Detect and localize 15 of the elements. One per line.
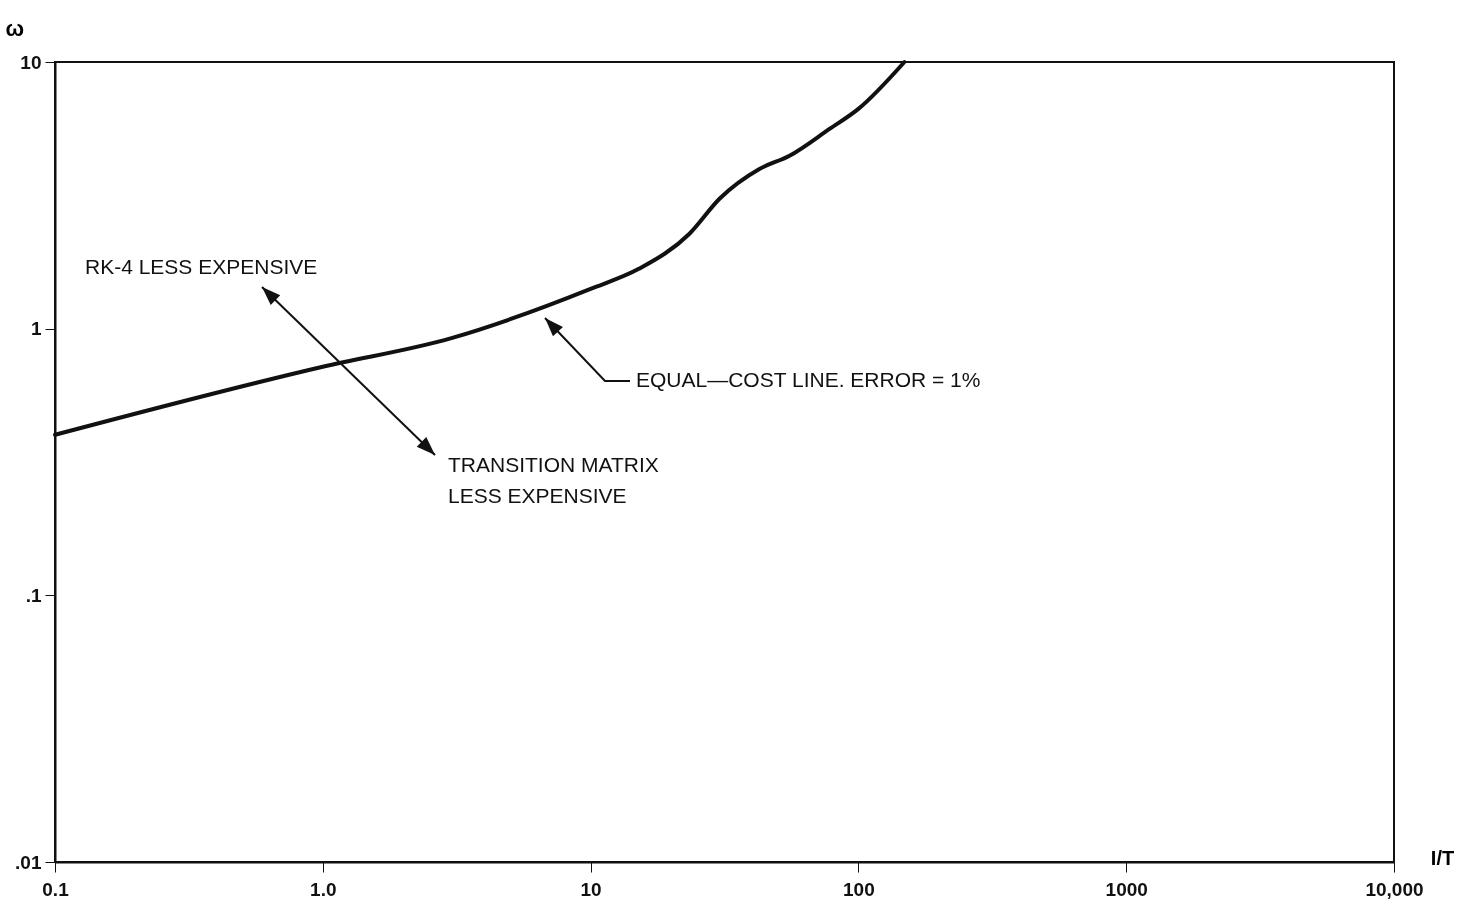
x-tick-label: 0.1 (42, 878, 70, 900)
x-axis-title: I/T (1430, 846, 1455, 869)
x-tick-label: 10 (580, 878, 602, 900)
annotation: EQUAL—COST LINE. ERROR = 1% (636, 368, 981, 391)
annotation: RK-4 LESS EXPENSIVE (85, 255, 318, 278)
x-tick-label: 1000 (1105, 878, 1148, 900)
x-tick-label: 10,000 (1365, 878, 1424, 900)
y-tick-label: 10 (20, 51, 42, 73)
y-axis-title: ω (5, 15, 25, 41)
annotation: TRANSITION MATRIX LESS EXPENSIVE (448, 453, 659, 507)
y-tick-label: .1 (25, 584, 42, 606)
y-tick-label: 1 (30, 318, 42, 340)
x-tick-label: 1.0 (310, 878, 337, 900)
y-tick-label: .01 (15, 851, 42, 873)
x-tick-label: 100 (843, 878, 875, 900)
